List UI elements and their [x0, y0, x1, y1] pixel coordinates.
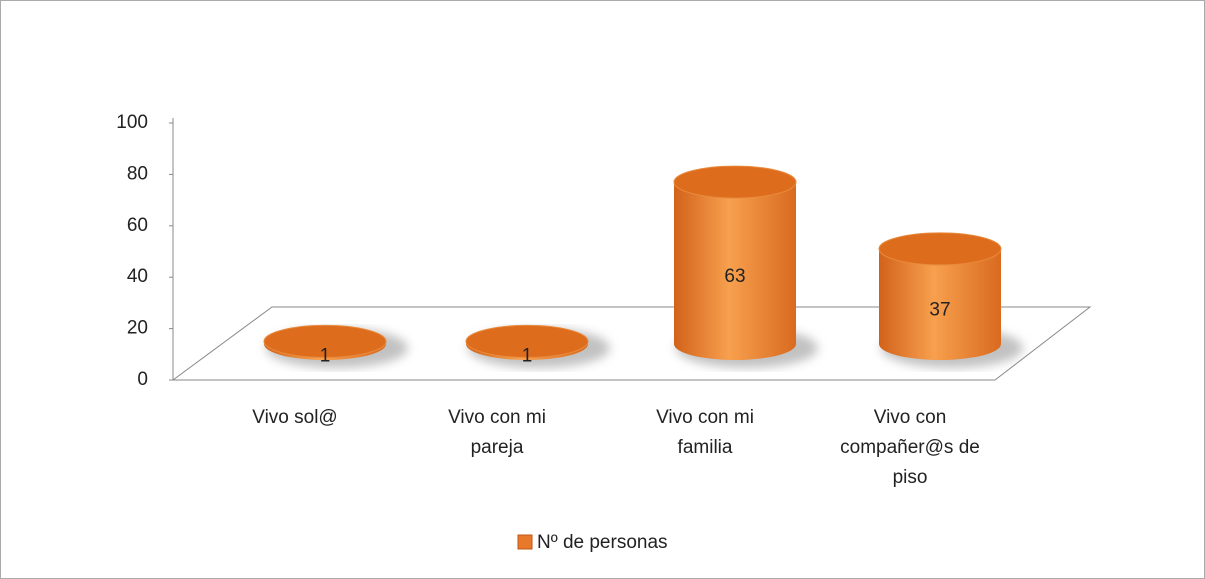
value-label: 63	[724, 266, 745, 287]
y-tick-label: 20	[127, 318, 148, 339]
legend-label: Nº de personas	[537, 532, 668, 553]
y-tick-label: 0	[137, 369, 148, 390]
bar	[674, 182, 796, 360]
legend-swatch	[517, 534, 533, 550]
y-tick-label: 40	[127, 266, 148, 287]
x-tick-label: Vivo con compañer@s de piso	[840, 407, 980, 488]
bar-top	[673, 165, 797, 199]
bar-top	[878, 232, 1002, 266]
value-label: 1	[320, 346, 331, 367]
x-tick-label: Vivo con mi familia	[656, 407, 754, 458]
value-label: 37	[929, 299, 950, 320]
bar	[879, 248, 1001, 360]
bar-top	[465, 324, 589, 358]
bar-top	[263, 324, 387, 358]
floor	[171, 306, 1092, 381]
x-tick-label: Vivo con mi pareja	[448, 407, 546, 458]
y-tick-label: 60	[127, 215, 148, 236]
x-tick-label: Vivo sol@	[252, 407, 337, 428]
y-tick-label: 80	[127, 163, 148, 184]
y-tick-label: 100	[116, 112, 148, 133]
value-label: 1	[522, 346, 533, 367]
